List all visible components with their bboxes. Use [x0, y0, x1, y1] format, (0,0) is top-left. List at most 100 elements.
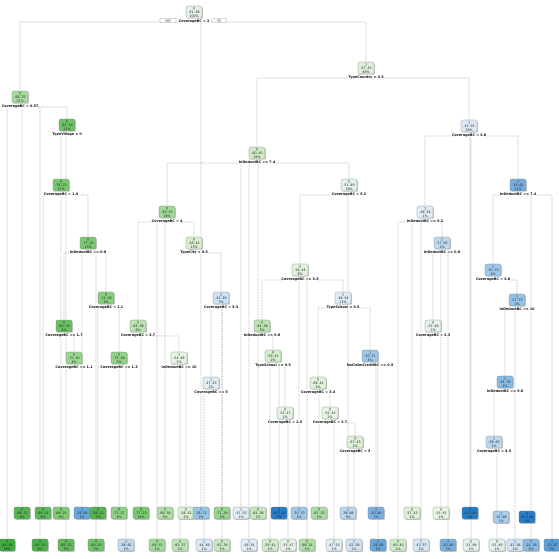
node-percent: 1%	[468, 547, 473, 551]
node-probs: .36 .64	[342, 511, 353, 515]
node-probs: .30 .70	[487, 268, 498, 272]
node-box	[253, 319, 271, 333]
leaf-upper-3: 1.16 .841%	[73, 506, 91, 520]
node-class: 0	[287, 540, 289, 544]
node-class: 0	[470, 540, 472, 544]
leaf-upper-0: 0.88 .128%	[13, 506, 31, 520]
node-probs: .13 .87	[546, 543, 557, 547]
node-probs: .56 .44	[294, 268, 305, 272]
node-percent: 16%	[137, 515, 144, 519]
edge-leaf-lower-13	[329, 420, 335, 539]
node-class: 1	[81, 508, 83, 512]
tree-node-n14: 1.54 .462%InDeductBC >= 10	[161, 351, 197, 369]
node-class: 1	[468, 121, 470, 125]
node-percent: 29%	[465, 128, 472, 132]
node-percent: 1%	[79, 515, 84, 519]
node-class: 0	[193, 238, 195, 242]
leaf-upper-17: 1.20 .801%	[367, 506, 385, 520]
node-class: 0	[317, 378, 319, 382]
edge-leaf-lower-17	[420, 219, 426, 539]
node-box	[270, 506, 288, 520]
node-class: 0	[66, 120, 68, 124]
split-label: CoverageBC < 4.5	[477, 449, 512, 453]
node-percent: 5%	[116, 360, 121, 364]
leaf-lower-12: 0.66 .341%	[298, 538, 316, 552]
tree-node-n31: 0.52 .481%CoverageBC < 3.3	[416, 319, 451, 337]
split-label-bg	[487, 388, 523, 393]
node-probs: .42 .58	[348, 543, 359, 547]
node-probs: .69 .31	[151, 543, 162, 547]
node-box	[340, 178, 358, 192]
split-label: CoverageBC < 3.6	[452, 133, 487, 137]
node-percent: 16%	[345, 187, 352, 191]
node-percent: 4%	[367, 358, 372, 362]
split-label: CoverageBC < 1.1	[89, 305, 124, 309]
split-label-bg	[179, 18, 209, 23]
split-label: CoverageBC >= 1.1	[55, 365, 93, 369]
node-percent: 17%	[57, 187, 64, 191]
node-class: 0	[60, 180, 62, 184]
node-probs: .59 .41	[267, 354, 278, 358]
node-percent: 4%	[61, 328, 66, 332]
node-class: 0	[105, 293, 107, 297]
split-label: InDeductBC >= 9.2	[407, 219, 444, 223]
leaf-upper-14: 1.30 .701%	[290, 506, 308, 520]
split-label: InDeductBC >= 7.4	[239, 160, 276, 164]
leaf-upper-20: 1.00 1.000%	[461, 506, 479, 520]
edge-leaf-lower-12	[299, 277, 308, 539]
edge-leaf-lower-14	[353, 449, 356, 539]
node-box	[298, 538, 316, 552]
node-percent: 2%	[198, 515, 203, 519]
node-class: 0	[137, 321, 139, 325]
node-probs: .78 .22	[55, 183, 66, 187]
node-box	[339, 506, 357, 520]
tree-node-n16: 1.41 .597%CoverageBC < 5.3	[204, 291, 239, 309]
node-probs: .60 .40	[392, 543, 403, 547]
split-label-bg	[162, 364, 196, 369]
node-probs: .66 .34	[159, 511, 170, 515]
node-percent: 4%	[37, 547, 42, 551]
node-probs: .60 .40	[251, 151, 262, 155]
node-box	[325, 538, 343, 552]
node-box	[0, 538, 16, 552]
node-class: 0	[257, 508, 259, 512]
node-percent: 3%	[345, 515, 350, 519]
node-class: 1	[447, 540, 449, 544]
node-box	[57, 538, 75, 552]
node-probs: .80 .20	[90, 543, 101, 547]
node-box	[279, 538, 297, 552]
edge-n1-n2	[19, 19, 195, 91]
split-label: CoverageBC < 3.4	[301, 390, 336, 394]
node-box	[261, 538, 279, 552]
leaf-lower-5: 0.69 .311%	[148, 538, 166, 552]
edge-n11-n12	[166, 160, 258, 206]
node-percent: 0%	[467, 515, 472, 519]
node-percent: 2%	[528, 547, 533, 551]
node-class: 0	[95, 540, 97, 544]
node-probs: .00 1.00	[463, 511, 476, 515]
node-box	[346, 435, 364, 449]
node-class: 0	[261, 321, 263, 325]
node-box	[433, 236, 451, 250]
leaf-lower-6: 0.63 .372%	[171, 538, 189, 552]
node-probs: .53 .47	[282, 543, 293, 547]
node-box	[87, 538, 105, 552]
node-class: 1	[530, 540, 532, 544]
node-class: 1	[514, 540, 516, 544]
leaf-lower-10: 0.59 .411%	[261, 538, 279, 552]
edge-n34-n35	[504, 307, 518, 376]
tree-node-n24: 0.66 .444%CoverageBC < 3.4	[301, 376, 336, 394]
split-label-bg	[89, 304, 123, 309]
node-probs: .24 .76	[499, 380, 510, 384]
edge-leaf-upper-20	[468, 133, 471, 507]
node-class: 1	[504, 377, 506, 381]
node-percent: 1%	[422, 214, 427, 218]
node-probs: .86 .14	[37, 511, 48, 515]
node-box	[496, 375, 514, 389]
edge-n23-n24	[317, 305, 344, 377]
node-probs: .55 .45	[324, 411, 335, 415]
node-percent: 13%	[84, 245, 91, 249]
node-probs: .43 .57	[415, 543, 426, 547]
